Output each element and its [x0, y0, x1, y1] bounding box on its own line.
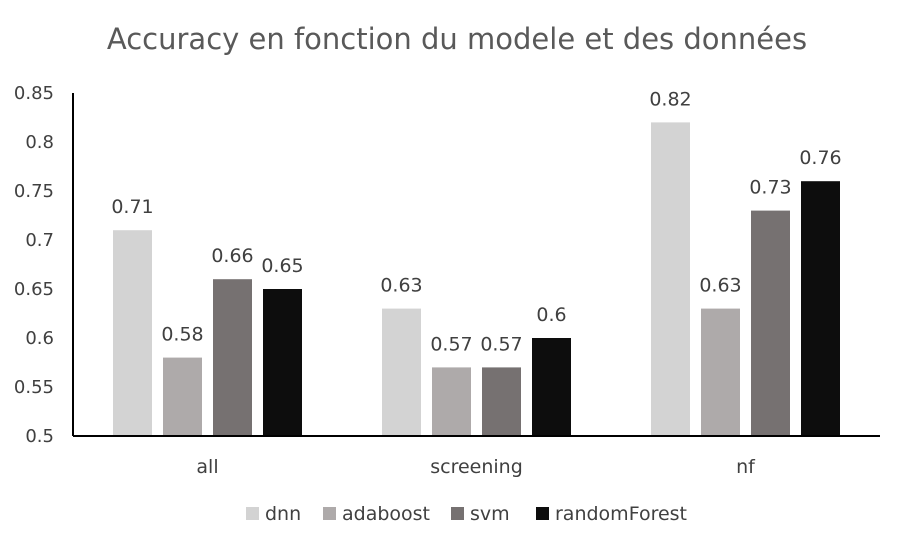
bar-dnn-screening: [382, 308, 421, 436]
data-label-randomForest-nf: 0.76: [799, 147, 841, 169]
bar-adaboost-nf: [701, 308, 740, 436]
bar-dnn-all: [113, 230, 152, 436]
legend-swatch-dnn: [246, 507, 259, 520]
bar-randomForest-screening: [532, 338, 571, 436]
legend-label-svm: svm: [470, 503, 510, 525]
legend-label-dnn: dnn: [265, 503, 301, 525]
y-tick-label: 0.7: [25, 230, 54, 251]
legend-label-adaboost: adaboost: [342, 503, 430, 525]
bar-svm-all: [213, 279, 252, 436]
data-label-svm-all: 0.66: [211, 245, 253, 267]
y-tick-label: 0.8: [25, 132, 54, 153]
data-label-svm-nf: 0.73: [749, 177, 791, 199]
data-label-dnn-screening: 0.63: [380, 275, 422, 297]
chart-title: Accuracy en fonction du modele et des do…: [106, 22, 808, 56]
x-category-label: all: [196, 456, 218, 478]
y-tick-label: 0.6: [25, 328, 54, 349]
bar-svm-nf: [751, 210, 790, 436]
legend-label-randomForest: randomForest: [555, 503, 687, 525]
data-label-svm-screening: 0.57: [480, 333, 522, 355]
data-label-adaboost-screening: 0.57: [430, 333, 472, 355]
legend-swatch-randomForest: [536, 507, 549, 520]
x-category-label: nf: [736, 456, 756, 478]
legend-swatch-svm: [451, 507, 464, 520]
bar-adaboost-screening: [432, 367, 471, 436]
data-label-adaboost-all: 0.58: [161, 324, 203, 346]
data-label-dnn-nf: 0.82: [649, 88, 691, 110]
bar-adaboost-all: [163, 357, 202, 436]
y-tick-label: 0.55: [14, 377, 54, 398]
y-tick-label: 0.5: [25, 426, 54, 447]
x-category-label: screening: [430, 456, 523, 478]
data-label-adaboost-nf: 0.63: [699, 275, 741, 297]
y-tick-label: 0.65: [14, 279, 54, 300]
bar-randomForest-nf: [801, 181, 840, 436]
y-tick-label: 0.85: [14, 83, 54, 104]
data-label-randomForest-all: 0.65: [261, 255, 303, 277]
y-tick-label: 0.75: [14, 181, 54, 202]
bar-dnn-nf: [651, 122, 690, 437]
data-label-randomForest-screening: 0.6: [536, 304, 566, 326]
data-label-dnn-all: 0.71: [111, 196, 153, 218]
legend-swatch-adaboost: [323, 507, 336, 520]
bar-svm-screening: [482, 367, 521, 436]
bar-randomForest-all: [263, 289, 302, 436]
